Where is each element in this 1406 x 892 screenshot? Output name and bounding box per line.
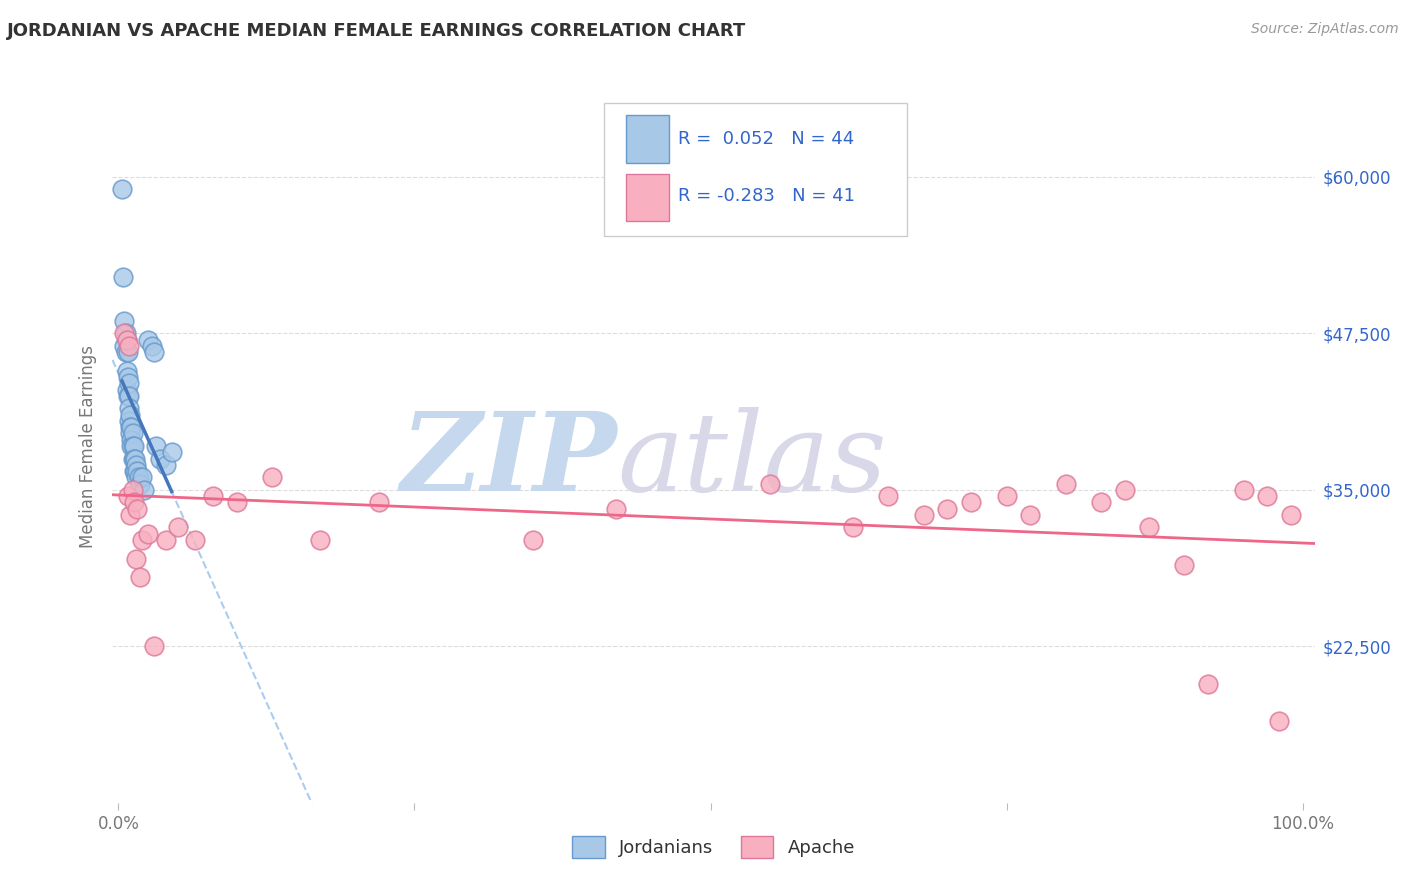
Point [112, 270, 135, 285]
Point [522, 533, 544, 547]
Text: JORDANIAN VS APACHE MEDIAN FEMALE EARNINGS CORRELATION CHART: JORDANIAN VS APACHE MEDIAN FEMALE EARNIN… [7, 22, 747, 40]
Point [117, 370, 139, 384]
Point [605, 501, 627, 516]
Point [155, 533, 177, 547]
Point [160, 445, 183, 459]
Point [115, 333, 138, 347]
Y-axis label: Median Female Earnings: Median Female Earnings [79, 344, 97, 548]
Point [128, 570, 150, 584]
Point [759, 476, 782, 491]
Point [122, 439, 145, 453]
Point [225, 495, 247, 509]
Point [122, 451, 145, 466]
Point [262, 470, 284, 484]
Point [368, 495, 391, 509]
Point [1256, 489, 1278, 503]
Point [136, 526, 159, 541]
Point [912, 508, 935, 522]
Point [120, 439, 142, 453]
Point [936, 501, 959, 516]
Point [1232, 483, 1254, 497]
Text: Source: ZipAtlas.com: Source: ZipAtlas.com [1251, 22, 1399, 37]
Point [115, 333, 138, 347]
Point [120, 420, 142, 434]
Text: ZIP: ZIP [401, 407, 617, 514]
Point [127, 464, 149, 478]
Point [121, 483, 143, 497]
Point [131, 470, 153, 484]
Point [124, 464, 146, 478]
Text: atlas: atlas [617, 407, 887, 514]
Point [128, 470, 150, 484]
Point [125, 470, 148, 484]
Point [114, 326, 136, 341]
Point [184, 533, 207, 547]
Point [1114, 483, 1136, 497]
Point [308, 533, 330, 547]
Point [112, 314, 135, 328]
Point [131, 533, 153, 547]
Point [118, 414, 141, 428]
Point [112, 339, 135, 353]
Point [166, 520, 188, 534]
Text: R =  0.052   N = 44: R = 0.052 N = 44 [678, 130, 853, 148]
Point [122, 495, 145, 509]
Point [995, 489, 1018, 503]
Point [141, 339, 163, 353]
Point [127, 501, 149, 516]
Point [118, 389, 141, 403]
Point [117, 345, 139, 359]
Point [1279, 508, 1302, 522]
Point [117, 389, 139, 403]
Point [155, 458, 177, 472]
Point [142, 345, 165, 359]
Point [142, 640, 165, 654]
Point [1019, 508, 1042, 522]
Point [1090, 495, 1112, 509]
Point [134, 483, 156, 497]
Point [121, 451, 143, 466]
Point [202, 489, 225, 503]
Point [121, 439, 143, 453]
Point [111, 182, 134, 196]
Legend: Jordanians, Apache: Jordanians, Apache [565, 829, 862, 865]
Point [122, 464, 145, 478]
Point [1268, 714, 1291, 729]
Point [145, 439, 167, 453]
Point [120, 433, 142, 447]
Point [136, 333, 159, 347]
Point [118, 376, 141, 391]
Point [125, 551, 148, 566]
Point [115, 364, 138, 378]
Point [841, 520, 863, 534]
Point [114, 345, 136, 359]
Point [112, 326, 135, 341]
Point [118, 339, 141, 353]
Point [120, 420, 142, 434]
Point [120, 408, 142, 422]
Point [1197, 677, 1219, 691]
Point [120, 426, 142, 441]
Point [1137, 520, 1160, 534]
Point [117, 489, 139, 503]
Point [118, 401, 141, 416]
Point [124, 451, 146, 466]
Point [1173, 558, 1195, 572]
Point [120, 508, 142, 522]
Point [960, 495, 983, 509]
Point [128, 476, 150, 491]
Point [149, 451, 172, 466]
Point [125, 458, 148, 472]
Point [115, 383, 138, 397]
Text: R = -0.283   N = 41: R = -0.283 N = 41 [678, 187, 855, 205]
Point [1054, 476, 1077, 491]
Point [877, 489, 900, 503]
Point [121, 426, 143, 441]
